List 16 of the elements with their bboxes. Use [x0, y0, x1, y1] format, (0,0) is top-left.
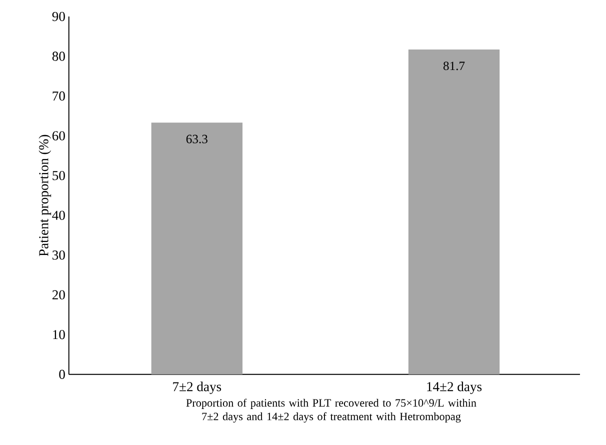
data-label: 63.3 — [186, 134, 208, 144]
y-tick-label: 20 — [52, 290, 65, 300]
x-axis-title: Proportion of patients with PLT recovered to 75×10^9/L within 7±2 days and 14±2 days of treatment with Hetrombopag — [186, 398, 476, 422]
y-tick-label: 0 — [59, 370, 65, 379]
y-tick-label: 50 — [52, 170, 65, 180]
y-tick-label: 90 — [52, 12, 65, 21]
y-tick-label: 80 — [52, 52, 65, 61]
y-tick-label: 40 — [52, 210, 65, 220]
y-tick-label: 10 — [53, 330, 65, 340]
y-tick-label: 30 — [52, 250, 65, 260]
x-tick-label: 14±2 days — [427, 382, 482, 394]
data-label: 81.7 — [443, 62, 465, 70]
y-tick-label: 70 — [52, 91, 65, 101]
x-tick-label: 7±2 days — [173, 382, 222, 394]
y-tick-label: 60 — [52, 131, 65, 140]
y-axis-title: Patient proportion (%) — [38, 134, 52, 256]
